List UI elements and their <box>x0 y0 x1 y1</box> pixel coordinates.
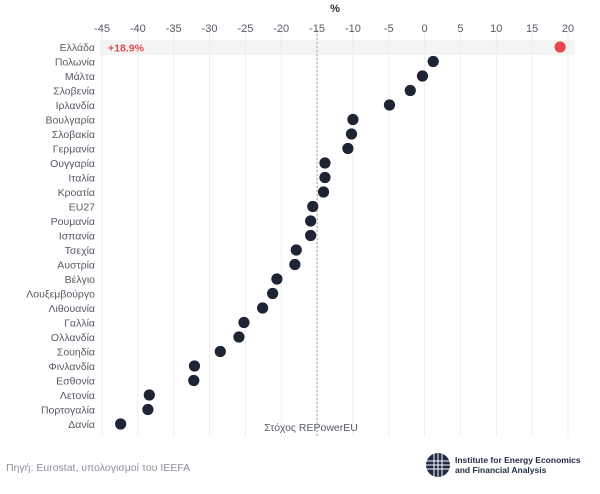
data-point <box>290 244 302 256</box>
category-label: Πολωνία <box>55 56 95 68</box>
data-point <box>317 186 330 198</box>
data-point <box>289 258 301 271</box>
category-label: Βουλγαρία <box>45 114 95 126</box>
category-label: Βέλγιο <box>65 274 96 286</box>
category-label: Λετονία <box>60 390 95 402</box>
logo-text-line1: Institute for Energy Economics <box>455 455 581 465</box>
category-label: Σλοβενία <box>53 85 95 97</box>
x-tick-label: -30 <box>202 23 218 35</box>
logo-text-line2: and Financial Analysis <box>455 465 547 475</box>
data-point <box>342 142 354 155</box>
data-point <box>305 229 317 242</box>
category-label: Λουξεμβούργο <box>26 288 95 300</box>
data-point <box>188 374 200 387</box>
data-point <box>307 200 319 213</box>
data-point <box>271 273 283 285</box>
category-label: Λιθουανία <box>49 303 96 315</box>
x-tick-label: 0 <box>422 23 428 35</box>
data-point <box>256 302 269 314</box>
x-tick-label: -20 <box>273 23 289 35</box>
data-point <box>345 128 358 140</box>
category-label: Ελλάδα <box>60 42 95 54</box>
category-labels: Ελλάδα Πολωνία Μάλτα Σλοβενία Ιρλανδία Βουλγα… <box>26 42 95 431</box>
grid-lines <box>101 30 569 436</box>
x-tick-label: -25 <box>237 23 253 35</box>
data-point <box>188 360 201 372</box>
category-label: Ιταλία <box>68 172 95 184</box>
category-label: Πορτογαλία <box>41 404 95 416</box>
x-tick-label: -15 <box>309 23 325 35</box>
reference-line-label: Στόχος REPowerEU <box>264 422 358 434</box>
category-label: Ουγγαρία <box>50 158 95 170</box>
category-label: Γαλλία <box>64 317 95 329</box>
source-note: Πηγή: Eurostat, υπολογισμοί του IEEFA <box>6 462 191 474</box>
data-point <box>416 70 429 82</box>
data-point <box>305 215 317 227</box>
ieefa-logo: Institute for Energy Economics and Finan… <box>425 452 600 478</box>
data-point <box>267 287 279 300</box>
data-point <box>214 345 226 358</box>
category-label: Φινλανδία <box>48 361 95 373</box>
data-point <box>319 171 331 184</box>
x-axis-ticks: -45 -40 -35 -30 -25 -20 -15 -10 -5 0 5 10 15 20 <box>94 23 574 35</box>
data-point <box>554 41 566 53</box>
category-label: Κροατία <box>58 187 95 199</box>
category-label: Ρουμανία <box>51 216 95 228</box>
globe-icon <box>426 453 450 477</box>
data-point <box>233 331 245 343</box>
x-tick-label: -10 <box>345 23 361 35</box>
data-point <box>142 403 154 416</box>
data-point <box>143 389 155 401</box>
x-tick-label: -35 <box>166 23 182 35</box>
category-label: Ισπανία <box>59 230 95 242</box>
data-point <box>319 157 331 169</box>
category-label: Ολλανδία <box>51 332 95 344</box>
highlight-value-label: +18.9% <box>108 43 145 55</box>
data-point <box>347 113 359 126</box>
x-tick-label: -40 <box>130 23 146 35</box>
data-point <box>404 84 416 97</box>
category-label: Δανία <box>68 419 95 431</box>
category-label: Γερμανία <box>53 143 95 155</box>
category-label: Αυστρία <box>57 259 95 271</box>
category-label: Σλοβακία <box>52 129 95 141</box>
data-point <box>238 316 250 329</box>
category-label: Εσθονία <box>56 375 95 387</box>
x-tick-label: 20 <box>562 23 574 35</box>
x-tick-label: 5 <box>457 23 463 35</box>
category-label: Σουηδία <box>57 346 95 358</box>
data-point <box>115 418 127 430</box>
data-point <box>427 55 439 68</box>
category-label: EU27 <box>69 201 95 213</box>
data-points <box>115 41 566 430</box>
category-label: Ιρλανδία <box>56 100 95 112</box>
x-axis-unit: % <box>330 3 340 15</box>
data-point <box>383 99 396 111</box>
x-tick-label: 15 <box>526 23 538 35</box>
x-tick-label: 10 <box>490 23 502 35</box>
highlight-band <box>100 40 575 55</box>
x-tick-label: -5 <box>384 23 394 35</box>
category-label: Τσεχία <box>65 245 95 257</box>
category-label: Μάλτα <box>65 71 95 83</box>
x-tick-label: -45 <box>94 23 110 35</box>
